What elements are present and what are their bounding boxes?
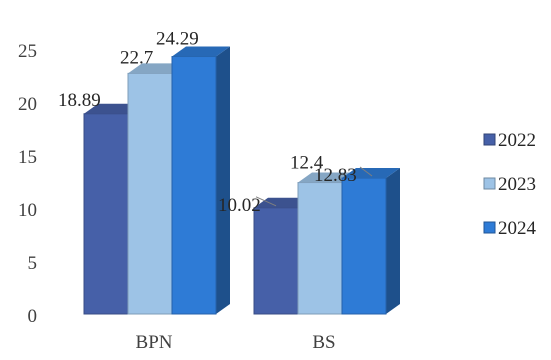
legend-item-2024: 2024: [483, 218, 537, 239]
legend-item-2022: 2022: [483, 130, 536, 151]
x-axis: BPN BS: [136, 332, 336, 353]
bar-side: [216, 46, 230, 314]
y-tick-label: 10: [18, 200, 37, 221]
bar-bs-2024: [341, 168, 400, 315]
bar-front: [83, 113, 129, 315]
data-label-bs-2023: 12.4: [290, 153, 324, 174]
legend-label: 2024: [498, 218, 537, 239]
data-labels: 18.89 22.724.29 10.02 12.412.83: [58, 29, 373, 216]
legend-label: 2022: [498, 130, 536, 151]
bar-front: [341, 177, 387, 315]
y-tick-label: 0: [28, 306, 38, 327]
category-label-bpn: BPN: [136, 332, 173, 353]
category-label-bs: BS: [312, 332, 335, 353]
data-label-bs-2024: 12.83: [314, 165, 357, 186]
data-label-bs-2022: 10.02: [218, 195, 261, 216]
bar-front: [253, 207, 299, 315]
y-axis: 0 5 10 15 20 25: [18, 41, 37, 327]
y-tick-label: 20: [18, 94, 37, 115]
y-tick-label: 15: [18, 147, 37, 168]
y-tick-label: 25: [18, 41, 37, 62]
bar-top: [342, 168, 400, 179]
bar-front: [297, 182, 343, 315]
data-label-bpn-2022: 18.89: [58, 90, 101, 111]
label-leader-line: [359, 166, 373, 177]
bar-front: [171, 56, 217, 315]
bar-side: [386, 168, 400, 314]
bars: [83, 46, 400, 315]
legend-swatch: [483, 133, 496, 146]
legend: 2022 2023 2024: [483, 130, 537, 239]
bar-front: [127, 72, 173, 315]
label-leader-line: [255, 196, 277, 207]
legend-label: 2023: [498, 174, 536, 195]
y-tick-label: 5: [28, 253, 38, 274]
bar-bpn-2024: [171, 46, 230, 315]
data-label-bpn-2024: 24.29: [156, 29, 199, 50]
bar-top: [172, 46, 230, 57]
data-label-bpn-2023: 22.7: [120, 47, 153, 68]
legend-item-2023: 2023: [483, 174, 536, 195]
legend-swatch: [483, 177, 496, 190]
legend-swatch: [483, 221, 496, 234]
